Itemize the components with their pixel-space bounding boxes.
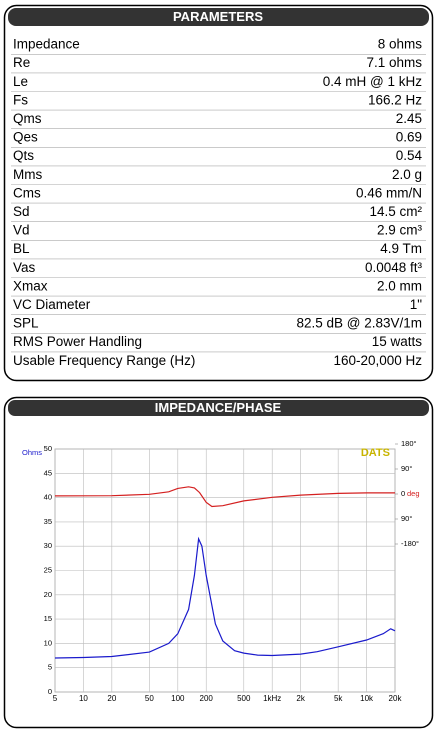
param-value: 8 ohms xyxy=(378,37,423,52)
param-value: 7.1 ohms xyxy=(366,55,422,70)
y2-tick-label: 90° xyxy=(401,514,412,523)
param-value: 0.46 mm/N xyxy=(356,185,422,200)
param-label: VC Diameter xyxy=(13,297,91,312)
param-label: Cms xyxy=(13,185,41,200)
y-tick-label: 30 xyxy=(44,541,52,550)
params-panel xyxy=(3,4,434,382)
x-tick-label: 1kHz xyxy=(263,694,281,703)
param-label: Vd xyxy=(13,223,30,238)
y-tick-label: 10 xyxy=(44,638,52,647)
param-value: 0.54 xyxy=(396,148,423,163)
y-tick-label: 25 xyxy=(44,565,52,574)
x-tick-label: 10 xyxy=(79,694,88,703)
y2-tick-label: 90° xyxy=(401,464,412,473)
param-value: 82.5 dB @ 2.83V/1m xyxy=(296,316,422,331)
param-value: 0.4 mH @ 1 kHz xyxy=(323,74,422,89)
y-tick-label: 45 xyxy=(44,468,52,477)
y-tick-label: 50 xyxy=(44,444,52,453)
param-label: Mms xyxy=(13,167,42,182)
param-value: 1" xyxy=(410,297,423,312)
x-tick-label: 20k xyxy=(389,694,403,703)
param-label: Qts xyxy=(13,148,34,163)
param-label: BL xyxy=(13,241,30,256)
y2-tick-label: -180° xyxy=(401,539,419,548)
param-label: Le xyxy=(13,74,28,89)
param-value: 166.2 Hz xyxy=(368,92,422,107)
param-value: 4.9 Tm xyxy=(380,241,422,256)
annotation: DATS xyxy=(361,447,390,459)
x-tick-label: 50 xyxy=(145,694,154,703)
param-value: 2.9 cm³ xyxy=(377,223,423,238)
param-label: RMS Power Handling xyxy=(13,334,142,349)
param-label: Qes xyxy=(13,130,38,145)
series-line xyxy=(54,536,396,659)
x-tick-label: 100 xyxy=(171,694,185,703)
params-title: PARAMETERS xyxy=(173,9,263,24)
param-label: Qms xyxy=(13,111,42,126)
x-tick-label: 2k xyxy=(296,694,305,703)
y2-tick-label: 0 xyxy=(401,489,405,498)
param-label: Vas xyxy=(13,260,36,275)
param-value: 2.0 mm xyxy=(377,278,422,293)
chart-title: IMPEDANCE/PHASE xyxy=(155,400,282,415)
param-value: 0.0048 ft³ xyxy=(365,260,423,275)
y-tick-label: 40 xyxy=(44,493,52,502)
param-label: SPL xyxy=(13,316,39,331)
param-label: Xmax xyxy=(13,278,48,293)
param-value: 14.5 cm² xyxy=(369,204,422,219)
y-tick-label: 15 xyxy=(44,614,52,623)
param-label: Re xyxy=(13,55,30,70)
y-tick-label: 35 xyxy=(44,517,52,526)
y-axis-label: Ohms xyxy=(22,448,42,457)
chart-header xyxy=(8,400,429,416)
param-value: 0.69 xyxy=(396,130,422,145)
y2-axis-label: deg xyxy=(407,489,420,498)
param-value: 160-20,000 Hz xyxy=(333,353,422,368)
params-header xyxy=(8,8,429,26)
x-tick-label: 20 xyxy=(107,694,116,703)
y-tick-label: 5 xyxy=(48,663,52,672)
x-tick-label: 5 xyxy=(53,694,58,703)
y-tick-label: 0 xyxy=(48,687,52,696)
param-label: Fs xyxy=(13,92,28,107)
x-tick-label: 200 xyxy=(200,694,214,703)
x-tick-label: 5k xyxy=(334,694,343,703)
param-label: Usable Frequency Range (Hz) xyxy=(13,353,195,368)
param-label: Impedance xyxy=(13,37,80,52)
param-value: 2.45 xyxy=(396,111,422,126)
param-value: 2.0 g xyxy=(392,167,422,182)
y-tick-label: 20 xyxy=(44,590,52,599)
param-label: Sd xyxy=(13,204,30,219)
y2-tick-label: 180° xyxy=(401,439,417,448)
param-value: 15 watts xyxy=(372,334,423,349)
x-tick-label: 10k xyxy=(360,694,374,703)
series-line xyxy=(54,486,395,508)
x-tick-label: 500 xyxy=(237,694,251,703)
